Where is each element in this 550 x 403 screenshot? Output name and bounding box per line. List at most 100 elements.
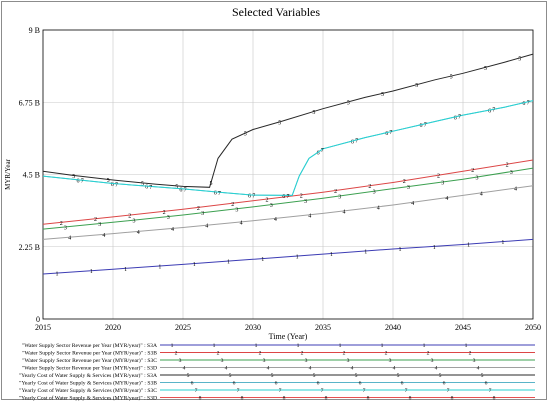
series-3: 3 3 3 3 3 3 3 3 3 3 3 3 3 3 [42, 167, 534, 231]
series-marker: 3 [476, 176, 479, 182]
series-marker: 5 [244, 132, 247, 138]
legend-marker: 5 [439, 373, 442, 379]
y-tick-label: 9 B [29, 26, 40, 35]
series-marker: 5 [175, 184, 178, 190]
legend-marker: 3 [263, 358, 266, 364]
series-marker: 3 [270, 203, 273, 209]
series-marker: 3 [373, 190, 376, 196]
series-marker: 5 [484, 66, 487, 72]
legend-marker: 3 [305, 358, 308, 364]
series-marker: 5 [312, 110, 315, 116]
legend-marker: 6 [191, 381, 194, 387]
legend-marker: 6 [275, 381, 278, 387]
series-marker: 3 [98, 222, 101, 228]
legend-marker: 4 [351, 366, 354, 372]
series-marker: 5 [72, 174, 75, 180]
legend-item: "Yearly Cost of Water Supply & Services … [19, 372, 535, 379]
legend-marker: 2 [301, 351, 304, 357]
series-marker: 3 [235, 207, 238, 213]
series-marker: 2 [197, 206, 200, 212]
series-marker: 2 [128, 214, 131, 220]
legend-marker: 3 [221, 358, 224, 364]
legend-marker: 7 [363, 388, 366, 394]
legend: "Water Supply Sector Revenue per Year (M… [19, 342, 535, 402]
series-4: 4 4 4 4 4 4 4 4 4 4 4 4 4 4 [42, 185, 534, 242]
series-marker: 3 [64, 225, 67, 231]
series-marker: 1 [227, 260, 230, 266]
legend-marker: 7 [447, 388, 450, 394]
legend-marker: 5 [313, 373, 316, 379]
y-tick-label: 0 [36, 315, 40, 324]
series-marker: 2 [94, 217, 97, 223]
x-tick-label: 2050 [525, 323, 541, 332]
series-marker: 1 [364, 250, 367, 256]
series-marker: 4 [308, 213, 311, 219]
series-marker: 6 [488, 109, 491, 115]
legend-marker: 1 [381, 343, 384, 349]
series-marker: 3 [167, 215, 170, 221]
y-axis-label: MYR/Year [4, 158, 12, 189]
legend-marker: 8 [451, 396, 454, 402]
legend-marker: 6 [233, 381, 236, 387]
series-marker: 3 [201, 211, 204, 217]
legend-item: "Water Supply Sector Revenue per Year (M… [22, 342, 535, 349]
legend-marker: 2 [427, 351, 430, 357]
legend-marker: 8 [283, 396, 286, 402]
legend-marker: 2 [217, 351, 220, 357]
series-marker: 4 [68, 236, 71, 242]
legend-marker: 5 [187, 373, 190, 379]
series-marker: 6 [420, 123, 423, 129]
series-marker: 2 [300, 193, 303, 199]
series-marker: 1 [433, 245, 436, 251]
series-marker: 1 [296, 255, 299, 261]
legend-marker: 8 [493, 396, 496, 402]
legend-marker: 1 [171, 343, 174, 349]
series-marker: 1 [501, 240, 504, 246]
series-marker: 5 [381, 92, 384, 98]
series-marker: 4 [480, 191, 483, 197]
series-marker: 4 [240, 220, 243, 226]
series-marker: 5 [210, 181, 213, 187]
series-marker: 7 [389, 130, 392, 136]
legend-marker: 6 [443, 381, 446, 387]
series-group: 1 1 1 1 1 1 1 1 1 1 1 1 1 122222222222222333333333333… [42, 53, 534, 278]
legend-item: "Yearly Cost of Water Supply & Services … [19, 380, 535, 387]
legend-marker: 2 [385, 351, 388, 357]
y-tick-label: 2.25 B [19, 243, 40, 252]
x-tick-label: 2020 [105, 323, 121, 332]
legend-marker: 4 [309, 366, 312, 372]
legend-marker: 8 [241, 396, 244, 402]
x-tick-label: 2025 [175, 323, 191, 332]
series-marker: 3 [510, 170, 513, 176]
series-marker: 7 [81, 179, 84, 185]
series-marker: 7 [218, 191, 221, 197]
series-marker: 5 [518, 56, 521, 62]
y-tick-label: 6.75 B [19, 98, 40, 107]
legend-label: "Water Supply Sector Revenue per Year (M… [22, 342, 157, 349]
series-marker: 1 [399, 247, 402, 253]
series-marker: 5 [347, 100, 350, 106]
series-2: 2 2 2 2 2 2 2 2 2 2 2 2 2 2 [42, 159, 534, 227]
series-marker: 7 [458, 114, 461, 120]
series-marker: 2 [266, 198, 269, 204]
legend-label: "Water Supply Sector Revenue per Year (M… [22, 365, 157, 372]
series-marker: 7 [355, 138, 358, 144]
series-marker: 6 [248, 193, 251, 199]
grid [43, 30, 533, 319]
legend-marker: 6 [485, 381, 488, 387]
legend-label: "Yearly Cost of Water Supply & Services … [19, 380, 157, 387]
series-marker: 6 [145, 185, 148, 191]
series-marker: 3 [133, 219, 136, 225]
legend-marker: 4 [435, 366, 438, 372]
series-5: 5 5 5 5 5 5 5 5 5 5 5 5 5 5 [42, 53, 534, 190]
legend-marker: 4 [267, 366, 270, 372]
legend-marker: 6 [401, 381, 404, 387]
series-marker: 1 [56, 272, 59, 278]
series-marker: 1 [158, 265, 161, 271]
legend-label: "Water Supply Sector Revenue per Year (M… [22, 357, 157, 364]
series-marker: 2 [506, 163, 509, 169]
series-line [42, 53, 534, 188]
series-marker: 4 [274, 217, 277, 223]
x-axis: 2015 2020 2025 2030 2035 2040 2045 2050 [35, 323, 541, 332]
